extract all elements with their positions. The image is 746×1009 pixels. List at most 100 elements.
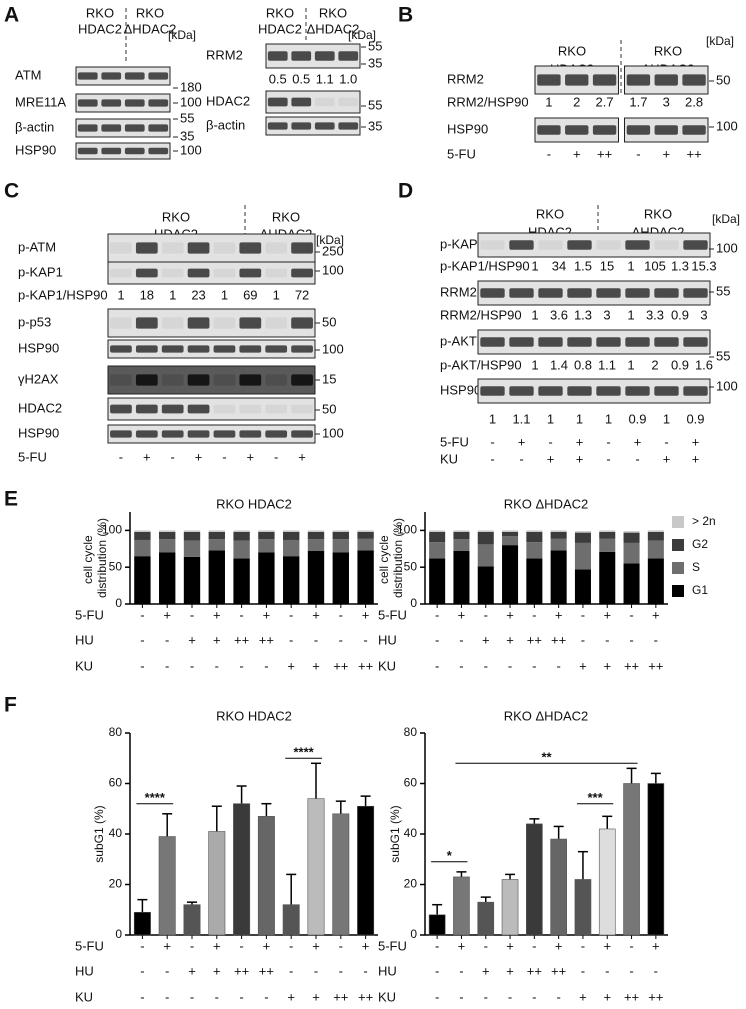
treatment-sign: - xyxy=(459,989,463,1004)
legend-swatch xyxy=(672,562,684,574)
blot xyxy=(107,397,316,421)
bar-segment xyxy=(307,530,325,532)
treatment-sign: + xyxy=(482,632,490,647)
group-header: RKO xyxy=(644,206,672,221)
row-value: 15 xyxy=(600,258,614,273)
kda-marker: 100 xyxy=(180,94,202,109)
treatment-sign: - xyxy=(190,989,194,1004)
treatment-sign: + xyxy=(603,938,611,953)
treatment-label: HU xyxy=(75,632,94,647)
treatment-label: KU xyxy=(75,658,93,673)
treatment-sign: + xyxy=(506,963,514,978)
treatment-sign: + xyxy=(458,607,466,622)
row-value: 1 xyxy=(531,258,538,273)
blot-band xyxy=(77,72,98,80)
row-value: - xyxy=(547,146,551,161)
blot-band xyxy=(654,125,678,135)
group-header: RKO xyxy=(536,206,564,221)
bar-segment xyxy=(258,530,275,532)
row-value: 1 xyxy=(605,411,612,426)
blot-band xyxy=(683,337,708,347)
kda-marker: 100 xyxy=(322,262,344,277)
row-value: 0.5 xyxy=(292,71,310,86)
legend-swatch xyxy=(672,516,684,528)
treatment-sign: - xyxy=(484,938,488,953)
row-value: - xyxy=(606,434,610,449)
treatment-label: 5-FU xyxy=(378,938,407,953)
blot-band xyxy=(625,288,650,298)
treatment-sign: + xyxy=(579,658,587,673)
bar xyxy=(428,914,446,936)
blot-band xyxy=(596,288,621,298)
treatment-sign: + xyxy=(579,989,587,1004)
treatment-sign: - xyxy=(629,607,633,622)
treatment-sign: ++ xyxy=(234,632,249,647)
legend-swatch xyxy=(672,539,684,551)
blot-band xyxy=(213,268,236,278)
treatment-sign: + xyxy=(482,963,490,978)
treatment-sign: - xyxy=(508,989,512,1004)
treatment-sign: - xyxy=(239,607,243,622)
blot-band xyxy=(682,125,706,135)
row-value: 1 xyxy=(576,411,583,426)
row-value: + xyxy=(576,451,584,466)
row-value: 0.9 xyxy=(671,357,689,372)
treatment-sign: - xyxy=(435,989,439,1004)
blot xyxy=(265,90,361,114)
blot-band xyxy=(135,242,158,254)
treatment-sign: ++ xyxy=(527,632,542,647)
y-axis-label: cell cycle distribution (%) xyxy=(81,518,109,598)
row-value: + xyxy=(298,449,306,464)
blot-band xyxy=(625,337,650,347)
treatment-sign: - xyxy=(605,963,609,978)
blot-band xyxy=(124,99,145,107)
treatment-sign: + xyxy=(652,938,660,953)
treatment-sign: - xyxy=(363,632,367,647)
treatment-sign: - xyxy=(165,963,169,978)
row-value: - xyxy=(171,449,175,464)
bar-segment xyxy=(574,569,591,604)
blot-band xyxy=(565,125,589,135)
bar-segment xyxy=(159,531,176,540)
treatment-sign: - xyxy=(508,658,512,673)
treatment-sign: - xyxy=(264,989,268,1004)
bar-segment xyxy=(159,530,176,532)
blot-band xyxy=(265,430,288,438)
treatment-sign: - xyxy=(140,963,144,978)
treatment-sign: - xyxy=(339,963,343,978)
treatment-sign: + xyxy=(362,938,370,953)
treatment-sign: - xyxy=(435,658,439,673)
significance-label: **** xyxy=(145,790,166,805)
row-label: RRM2 xyxy=(447,71,484,86)
row-label: p-ATM xyxy=(18,239,56,254)
treatment-sign: + xyxy=(312,938,320,953)
blot-band xyxy=(267,97,288,107)
row-label: HSP90 xyxy=(18,425,59,440)
treatment-sign: - xyxy=(435,963,439,978)
treatment-sign: + xyxy=(213,607,221,622)
blot-band xyxy=(148,147,169,155)
bar-segment xyxy=(599,551,616,604)
row-value: 0.8 xyxy=(574,357,592,372)
bar-segment xyxy=(574,532,591,543)
treatment-sign: + xyxy=(188,963,196,978)
row-label: HSP90 xyxy=(18,340,59,355)
row-value: 1.4 xyxy=(550,357,568,372)
row-value: 3.6 xyxy=(550,307,568,322)
blot-band xyxy=(265,374,288,386)
row-value: 1.7 xyxy=(629,94,647,109)
group-header: RKO xyxy=(272,209,300,224)
blot-band xyxy=(683,288,708,298)
blot-band xyxy=(683,386,708,396)
blot-band xyxy=(265,317,288,329)
bar xyxy=(623,783,640,936)
panel-letter: D xyxy=(398,180,413,203)
chart-title: RKO HDAC2 xyxy=(216,708,292,723)
bar xyxy=(307,798,325,936)
blot-band xyxy=(239,242,262,254)
bar-segment xyxy=(307,539,325,552)
treatment-sign: - xyxy=(239,938,243,953)
bar-segment xyxy=(599,531,616,539)
treatment-sign: + xyxy=(603,607,611,622)
bar xyxy=(158,836,176,936)
